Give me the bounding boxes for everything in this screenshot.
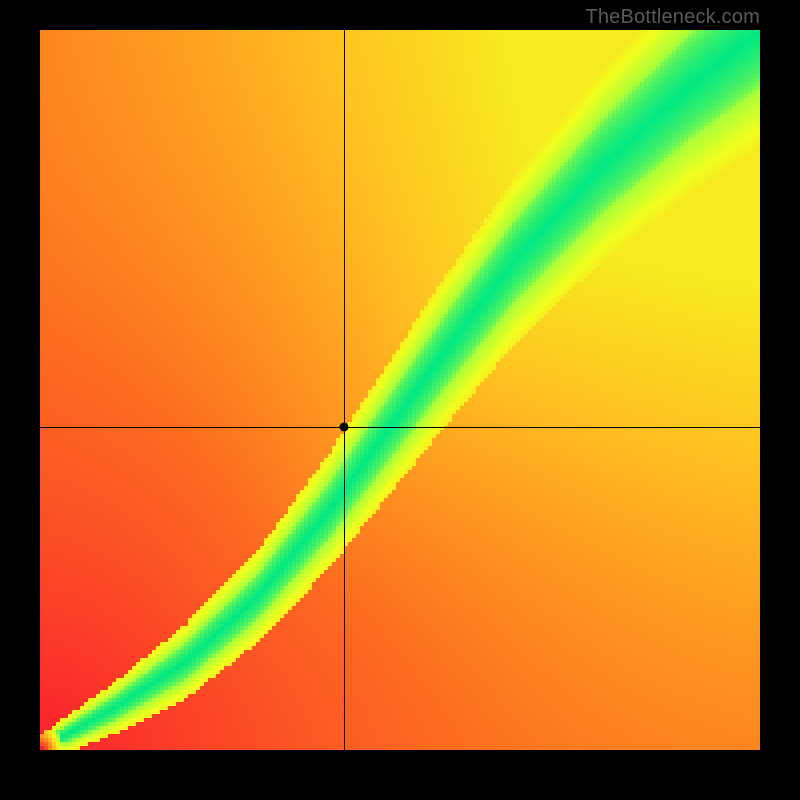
plot-area [40,30,760,750]
marker-dot [339,423,348,432]
crosshair-horizontal [40,427,760,428]
heatmap-canvas [40,30,760,750]
crosshair-vertical [344,30,345,750]
watermark-text: TheBottleneck.com [585,6,760,29]
